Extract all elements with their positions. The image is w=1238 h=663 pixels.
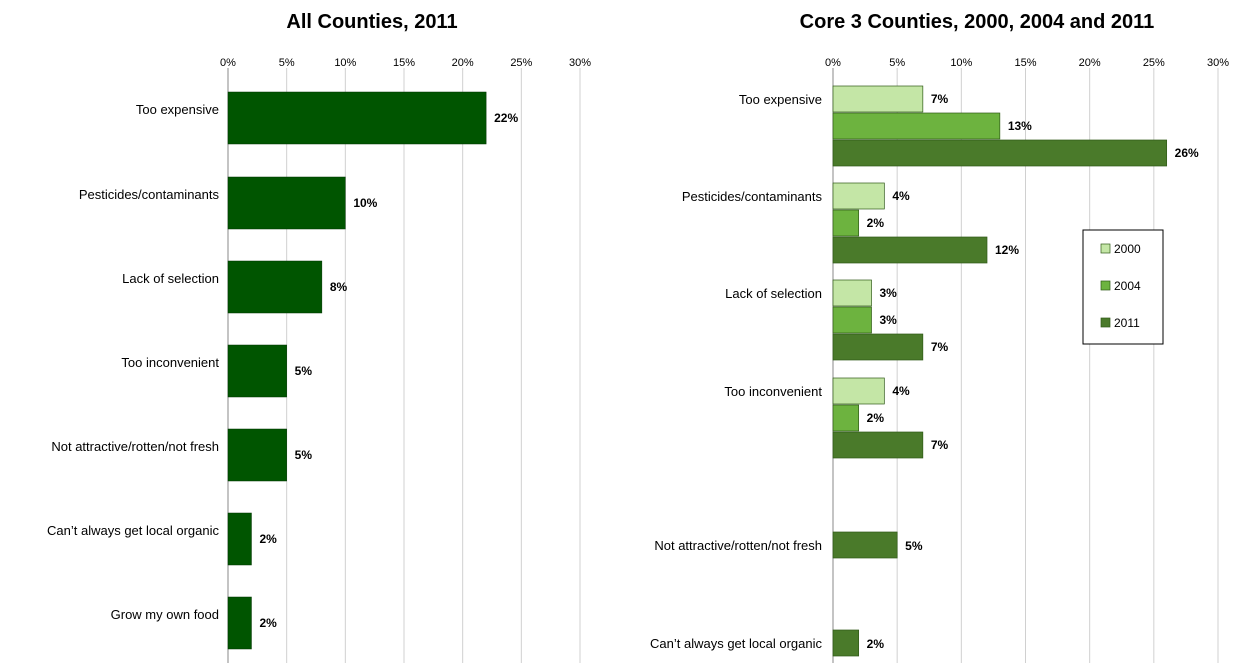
tick-label: 0% <box>825 57 841 69</box>
data-label: 10% <box>353 196 377 210</box>
bar-too-expensive-2011 <box>832 139 1168 167</box>
bar-too-expensive <box>227 91 487 145</box>
tick-label: 10% <box>334 57 356 69</box>
data-label: 7% <box>931 92 949 106</box>
bar-lack-of-selection <box>227 260 323 314</box>
data-label: 3% <box>880 313 898 327</box>
data-label: 8% <box>330 280 348 294</box>
data-label: 4% <box>892 189 910 203</box>
right-data-labels: 7% 13% 26% 4% 2% 12% 3% 3% 7% 4% 2% 7% 5% 2% <box>867 92 1199 651</box>
bar-can-t-always-get-local-organic-2011 <box>832 629 860 657</box>
left-chart: All Counties, 2011 0% 5% 10% 15% 20% 25% 30% T… <box>47 11 591 663</box>
bar-grow-my-own-food <box>227 596 252 650</box>
category-label: Too inconvenient <box>724 384 822 399</box>
bar-too-inconvenient-2000 <box>832 377 885 405</box>
left-category-labels: Too expensive Pesticides/contaminants Lack… <box>47 102 219 622</box>
tick-label: 5% <box>279 57 295 69</box>
right-gridlines <box>832 68 1219 663</box>
right-chart: Core 3 Counties, 2000, 2004 and 2011 0% 5… <box>650 11 1229 663</box>
legend-label: 2004 <box>1114 279 1141 293</box>
data-label: 12% <box>995 243 1019 257</box>
category-label: Too inconvenient <box>121 355 219 370</box>
bar-too-inconvenient-2011 <box>832 431 924 459</box>
left-chart-title: All Counties, 2011 <box>286 11 457 33</box>
bar-pesticides-contaminants-2000 <box>832 182 885 210</box>
tick-label: 15% <box>1014 57 1036 69</box>
data-label: 2% <box>867 216 885 230</box>
bar-lack-of-selection-2004 <box>832 306 872 334</box>
bar-lack-of-selection-2000 <box>832 279 872 307</box>
tick-label: 15% <box>393 57 415 69</box>
bar-lack-of-selection-2011 <box>832 333 924 361</box>
legend-swatch-2004 <box>1100 280 1111 291</box>
data-label: 2% <box>259 616 277 630</box>
right-category-labels: Too expensive Pesticides/contaminants Lack… <box>650 92 822 651</box>
legend-swatch-2011 <box>1100 317 1111 328</box>
bar-not-attractive-rotten-not-fresh-2011 <box>832 531 898 559</box>
data-label: 2% <box>259 532 277 546</box>
left-tick-labels: 0% 5% 10% 15% 20% 25% 30% <box>220 57 591 69</box>
tick-label: 10% <box>950 57 972 69</box>
tick-label: 5% <box>889 57 905 69</box>
data-label: 5% <box>295 364 313 378</box>
data-label: 13% <box>1008 119 1032 133</box>
bar-too-inconvenient-2004 <box>832 404 860 432</box>
tick-label: 25% <box>510 57 532 69</box>
bar-too-expensive-2000 <box>832 85 924 113</box>
category-label: Can’t always get local organic <box>650 636 822 651</box>
data-label: 7% <box>931 438 949 452</box>
data-label: 2% <box>867 637 885 651</box>
category-label: Too expensive <box>739 92 822 107</box>
category-label: Lack of selection <box>122 271 219 286</box>
legend-label: 2000 <box>1114 242 1141 256</box>
category-label: Grow my own food <box>111 607 219 622</box>
data-label: 3% <box>880 286 898 300</box>
right-tick-labels: 0% 5% 10% 15% 20% 25% 30% <box>825 57 1229 69</box>
category-label: Can’t always get local organic <box>47 523 219 538</box>
category-label: Pesticides/contaminants <box>79 187 220 202</box>
data-label: 5% <box>905 539 923 553</box>
right-chart-title: Core 3 Counties, 2000, 2004 and 2011 <box>800 11 1155 33</box>
left-bars <box>227 91 487 650</box>
legend-label: 2011 <box>1114 316 1140 330</box>
data-label: 4% <box>892 384 910 398</box>
tick-label: 0% <box>220 57 236 69</box>
tick-label: 30% <box>569 57 591 69</box>
category-label: Lack of selection <box>725 286 822 301</box>
category-label: Pesticides/contaminants <box>682 189 823 204</box>
left-gridlines <box>227 68 581 663</box>
legend-box <box>1082 229 1164 345</box>
bar-pesticides-contaminants <box>227 176 346 230</box>
legend: 2000 2004 2011 <box>1082 229 1164 345</box>
bar-too-expensive-2004 <box>832 112 1001 140</box>
data-label: 7% <box>931 340 949 354</box>
data-label: 22% <box>494 111 518 125</box>
data-label: 5% <box>295 448 313 462</box>
bar-pesticides-contaminants-2011 <box>832 236 988 264</box>
tick-label: 25% <box>1143 57 1165 69</box>
bar-too-inconvenient <box>227 344 287 398</box>
data-label: 26% <box>1175 146 1199 160</box>
data-label: 2% <box>867 411 885 425</box>
legend-swatch-2000 <box>1100 243 1111 254</box>
bar-not-attractive-rotten-not-fresh <box>227 428 287 482</box>
left-data-labels: 22% 10% 8% 5% 5% 2% 2% <box>259 111 518 630</box>
tick-label: 30% <box>1207 57 1229 69</box>
tick-label: 20% <box>1079 57 1101 69</box>
right-bars <box>832 85 1168 657</box>
category-label: Too expensive <box>136 102 219 117</box>
tick-label: 20% <box>452 57 474 69</box>
category-label: Not attractive/rotten/not fresh <box>654 538 822 553</box>
category-label: Not attractive/rotten/not fresh <box>51 439 219 454</box>
bar-can-t-always-get-local-organic <box>227 512 252 566</box>
bar-pesticides-contaminants-2004 <box>832 209 860 237</box>
